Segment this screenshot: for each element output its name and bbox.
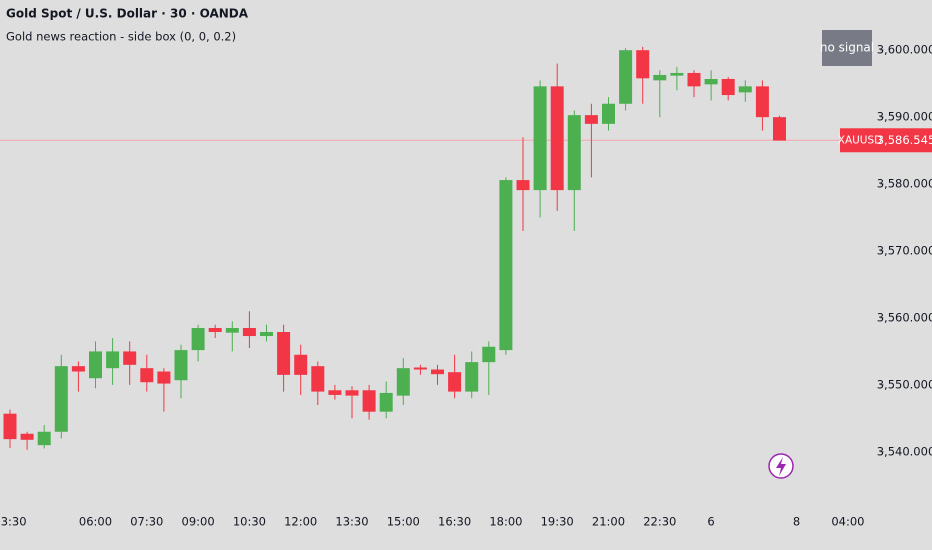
candle-body [294, 354, 308, 375]
candle-body [362, 390, 376, 412]
candle-body [738, 86, 752, 93]
candle-body [54, 366, 68, 432]
candle-body [670, 72, 684, 76]
y-tick-label: 3,600.000 [877, 43, 932, 57]
candle-body [636, 50, 650, 79]
x-tick-label: 13:30 [335, 515, 368, 529]
symbol-label: XAUUSD [838, 134, 883, 146]
candle-body [89, 351, 102, 379]
candle-body [465, 362, 479, 392]
candle-body [345, 390, 359, 396]
plot [0, 46, 880, 450]
candle-body [687, 72, 701, 87]
candle-body [499, 180, 513, 351]
candle-body [242, 328, 256, 337]
price-tag [840, 128, 932, 153]
y-tick-label: 3,540.000 [877, 444, 932, 458]
candle-body [567, 115, 581, 191]
candle-body [516, 180, 530, 191]
candle-body [482, 346, 496, 363]
candle-body [396, 368, 410, 396]
candle-body [191, 328, 205, 351]
candle-body [533, 86, 547, 191]
y-tick-label: 3,550.000 [877, 377, 932, 391]
candle-body [379, 392, 393, 412]
candle-body [140, 368, 154, 383]
indicator-label: Gold news reaction - side box (0, 0, 0.2… [6, 30, 236, 44]
candle-body [174, 350, 188, 381]
candle-body [71, 366, 85, 372]
x-tick-label: 07:30 [130, 515, 163, 529]
x-tick-label: 03:30 [0, 515, 27, 529]
candle-body [704, 78, 718, 85]
candle-body [721, 78, 735, 96]
last-price-label: 3,586.545 [877, 133, 932, 147]
candle-body [277, 332, 291, 375]
candle-body [157, 371, 171, 384]
candle-body [431, 369, 444, 375]
candle-body [584, 115, 598, 124]
candle-body [3, 413, 17, 440]
x-tick-label: 21:00 [592, 515, 625, 529]
x-tick-label: 04:00 [831, 515, 864, 529]
candle-body [448, 372, 462, 392]
candle-body [20, 433, 34, 440]
x-tick-label: 22:30 [643, 515, 676, 529]
x-tick-label: 6 [707, 515, 714, 529]
candle-body [413, 367, 427, 370]
signal-label: no signal [820, 41, 874, 55]
x-tick-label: 18:00 [489, 515, 522, 529]
x-tick-label: 16:30 [438, 515, 471, 529]
candle-body [550, 86, 564, 191]
candle-body [328, 390, 342, 395]
candle-body [773, 117, 786, 141]
x-tick-label: 10:30 [233, 515, 266, 529]
candle-body [653, 74, 667, 81]
candle-body [602, 103, 615, 124]
event-icon-bolt [776, 457, 786, 476]
x-tick-label: 09:00 [182, 515, 215, 529]
candle-body [225, 328, 239, 333]
chart-title: Gold Spot / U.S. Dollar · 30 · OANDA [6, 7, 249, 21]
y-tick-label: 3,590.000 [877, 110, 932, 124]
candle-body [106, 351, 120, 369]
x-tick-label: 06:00 [79, 515, 112, 529]
candle-body [619, 50, 633, 104]
candle-body [260, 332, 273, 337]
candle-body [37, 431, 51, 446]
y-tick-label: 3,570.000 [877, 244, 932, 258]
x-tick-label: 8 [793, 515, 800, 529]
x-tick-label: 12:00 [284, 515, 317, 529]
candle-body [208, 328, 222, 333]
y-tick-label: 3,560.000 [877, 310, 932, 324]
x-tick-label: 19:30 [541, 515, 574, 529]
signal-box [822, 30, 872, 66]
y-tick-label: 3,580.000 [877, 177, 932, 191]
candle-body [755, 86, 769, 118]
candle-body [311, 366, 325, 392]
x-tick-label: 15:00 [387, 515, 420, 529]
candle-body [123, 351, 137, 365]
